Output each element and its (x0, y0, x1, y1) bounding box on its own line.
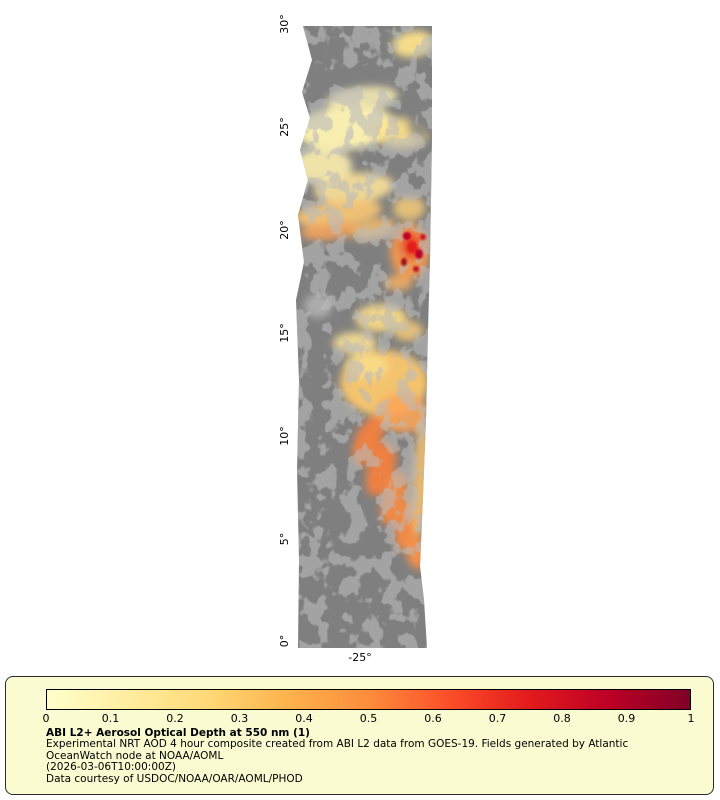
legend-panel: 0 0.1 0.2 0.3 0.4 0.5 0.6 0.7 0.8 0.9 1 ABI L2+ Ae… (5, 676, 714, 795)
legend-line-1: Experimental NRT AOD 4 hour composite cr… (46, 738, 629, 750)
lat-tick-label: 15° (278, 323, 291, 343)
lat-tick-label: 30° (278, 14, 291, 34)
colorbar-tick-label: 0.1 (101, 712, 120, 725)
patches-sharp (401, 232, 426, 272)
lat-labels: 30° 25° 20° 15° 10° 5° 0° (278, 14, 291, 647)
colorbar-tick-label: 0.2 (166, 712, 184, 725)
colorbar-tick-label: 1 (687, 712, 695, 725)
colorbar-tick-label: 0 (42, 712, 50, 725)
legend-line-2: OceanWatch node at NOAA/AOML (46, 749, 224, 762)
aod-map: 30° 25° 20° 15° 10° 5° 0° -25° (278, 14, 432, 664)
legend-line-4: Data courtesy of USDOC/NOAA/OAR/AOML/PHO… (46, 772, 303, 785)
aod-patch (403, 232, 411, 240)
colorbar-ticks: 0 0.1 0.2 0.3 0.4 0.5 0.6 0.7 0.8 0.9 1 (42, 712, 695, 725)
lat-tick-label: 25° (278, 117, 291, 137)
aod-patch (401, 258, 407, 266)
map-svg: 30° 25° 20° 15° 10° 5° 0° -25° (278, 14, 432, 664)
lon-labels: -25° (348, 651, 371, 664)
noise-polygon (296, 26, 432, 648)
colorbar-tick-label: 0.8 (553, 712, 571, 725)
lat-tick-label: 0° (278, 635, 291, 648)
colorbar-tick-label: 0.9 (617, 712, 636, 725)
colorbar-tick-label: 0.3 (230, 712, 249, 725)
aod-patch (415, 249, 423, 259)
lat-tick-label: 5° (278, 533, 291, 546)
legend-line-3: (2026-03-06T10:00:00Z) (46, 761, 176, 773)
legend-text-block: ABI L2+ Aerosol Optical Depth at 550 nm … (46, 727, 703, 785)
colorbar-tick-label: 0.7 (488, 712, 507, 725)
colorbar-tick-label: 0.4 (295, 712, 313, 725)
aod-patch (407, 241, 417, 253)
lat-tick-label: 10° (278, 426, 291, 446)
aod-patch (413, 266, 419, 272)
lat-tick-label: 20° (278, 220, 291, 240)
legend-title: ABI L2+ Aerosol Optical Depth at 550 nm … (46, 727, 310, 739)
colorbar-tick-label: 0.6 (424, 712, 442, 725)
colorbar (46, 689, 691, 710)
colorbar-gradient (47, 690, 690, 709)
aod-patch (420, 234, 426, 240)
colorbar-tick-label: 0.5 (359, 712, 378, 725)
lon-tick-label: -25° (348, 651, 371, 664)
